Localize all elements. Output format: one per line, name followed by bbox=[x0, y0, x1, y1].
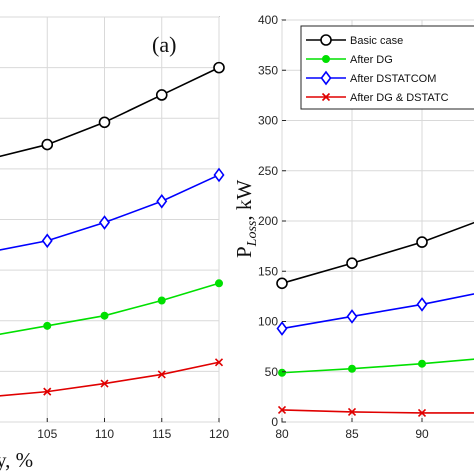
right-y-tick-label: 50 bbox=[265, 365, 279, 379]
right-series-line bbox=[281, 221, 474, 285]
right-data-point bbox=[418, 359, 426, 368]
left-data-point bbox=[157, 370, 166, 379]
right-series-group bbox=[276, 221, 474, 418]
legend-marker bbox=[320, 34, 332, 46]
right-y-tick-label: 300 bbox=[258, 114, 278, 128]
right-series-3 bbox=[277, 405, 474, 418]
left-data-point bbox=[41, 138, 54, 151]
right-y-tick-label: 0 bbox=[271, 415, 278, 429]
left-x-tick-label: 120 bbox=[209, 427, 229, 441]
right-x-tick-labels: 8085909 bbox=[275, 418, 429, 441]
right-y-tick-label: 200 bbox=[258, 214, 278, 228]
right-data-point bbox=[346, 257, 358, 270]
right-legend: Basic case After DG After DSTATCOM After DG… bbox=[300, 25, 474, 110]
right-data-point bbox=[416, 236, 428, 248]
left-chart-panel: 100105110115120 (a) y, % bbox=[0, 16, 229, 472]
right-data-point bbox=[276, 321, 288, 336]
right-series-0 bbox=[276, 221, 474, 290]
right-y-tick-label: 400 bbox=[258, 13, 278, 27]
left-data-point bbox=[155, 89, 168, 101]
legend-label: Basic case bbox=[350, 35, 403, 47]
left-data-point bbox=[213, 61, 225, 74]
right-y-axis-label: PLoss, kW bbox=[232, 180, 260, 258]
left-data-point bbox=[98, 116, 111, 129]
left-series-1 bbox=[0, 167, 225, 251]
right-y-tick-labels: 0 50 100 150 200 250 300 350 400 bbox=[258, 13, 286, 429]
legend-marker bbox=[321, 92, 331, 102]
left-series-2 bbox=[0, 279, 223, 335]
right-data-point bbox=[347, 407, 357, 417]
legend-entry: After DG & DSTATC bbox=[306, 92, 449, 104]
legend-entry: After DG bbox=[306, 54, 393, 66]
right-data-point bbox=[346, 309, 358, 324]
right-data-point bbox=[348, 364, 356, 373]
left-x-tick-label: 115 bbox=[152, 427, 171, 441]
right-series-1 bbox=[278, 358, 474, 377]
right-x-tick-label: 90 bbox=[415, 427, 429, 441]
left-series-group bbox=[0, 61, 225, 397]
right-x-tick-label: 80 bbox=[275, 427, 289, 441]
left-data-point bbox=[43, 387, 52, 396]
right-y-tick-label: 350 bbox=[258, 63, 278, 77]
right-data-point bbox=[417, 408, 427, 418]
legend-marker bbox=[322, 55, 330, 63]
left-data-point bbox=[43, 321, 52, 330]
right-y-tick-label: 150 bbox=[258, 264, 278, 278]
legend-label: After DSTATCOM bbox=[350, 73, 436, 85]
left-data-point bbox=[41, 233, 53, 249]
left-series-0 bbox=[0, 61, 225, 158]
left-x-tick-labels: 100105110115120 bbox=[0, 418, 229, 441]
right-data-point bbox=[276, 277, 288, 290]
left-data-point bbox=[157, 296, 166, 305]
right-x-tick-label: 85 bbox=[345, 427, 359, 441]
left-x-tick-label: 110 bbox=[95, 427, 114, 441]
right-series-line bbox=[281, 358, 474, 374]
left-x-axis-label: y, % bbox=[0, 448, 33, 472]
left-data-point bbox=[99, 215, 110, 230]
right-series-2 bbox=[276, 293, 474, 336]
right-data-point bbox=[416, 297, 428, 312]
left-data-point bbox=[156, 193, 168, 209]
right-data-point bbox=[278, 368, 286, 377]
right-series-line bbox=[281, 409, 474, 414]
legend-label: After DG & DSTATC bbox=[350, 92, 449, 104]
right-data-point bbox=[277, 405, 287, 415]
left-data-point bbox=[213, 167, 225, 183]
right-y-tick-label: 250 bbox=[258, 164, 278, 178]
left-x-tick-label: 105 bbox=[37, 427, 57, 441]
left-series-3 bbox=[0, 358, 224, 397]
left-data-point bbox=[100, 311, 109, 320]
left-data-point bbox=[214, 358, 224, 367]
legend-entry: After DSTATCOM bbox=[306, 70, 436, 86]
right-series-line bbox=[281, 293, 474, 330]
left-data-point bbox=[100, 379, 109, 388]
legend-label: After DG bbox=[350, 54, 393, 66]
legend-entry: Basic case bbox=[306, 34, 403, 47]
left-data-point bbox=[215, 279, 223, 288]
legend-marker bbox=[320, 70, 332, 86]
left-panel-annotation: (a) bbox=[152, 32, 176, 57]
right-y-tick-label: 100 bbox=[258, 315, 278, 329]
